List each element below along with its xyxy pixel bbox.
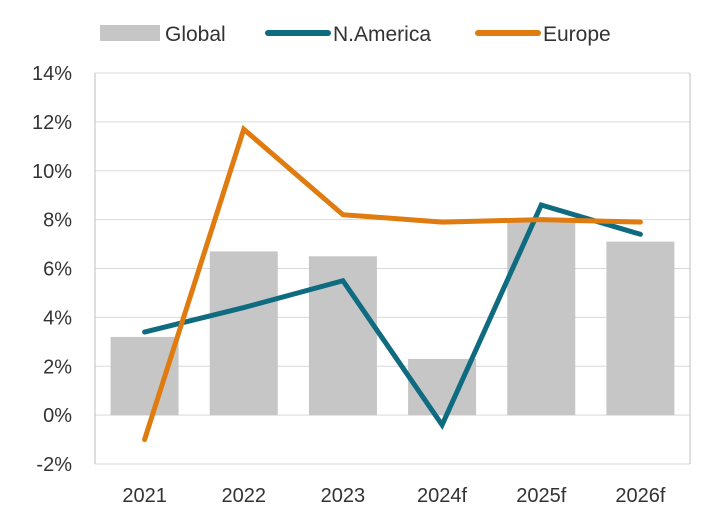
- legend-label-europe: Europe: [543, 23, 611, 46]
- y-tick-label: 6%: [43, 259, 72, 281]
- legend-label-n-america: N.America: [333, 23, 431, 46]
- bar-global-2025f: [507, 222, 576, 416]
- legend-label-global: Global: [165, 23, 226, 46]
- x-tick-label: 2026f: [615, 485, 665, 507]
- y-tick-label: 2%: [43, 356, 72, 378]
- y-tick-label: 14%: [32, 63, 72, 85]
- x-tick-label: 2022: [222, 485, 267, 507]
- line-series: [142, 124, 643, 443]
- line-europe: [142, 124, 643, 443]
- legend: Global N.America Europe: [100, 23, 611, 46]
- bar-global-2024f: [408, 358, 477, 416]
- y-tick-label: 0%: [43, 405, 72, 427]
- bar-global-2026f: [606, 241, 675, 416]
- gridlines: [95, 72, 690, 465]
- legend-swatch-global: [100, 25, 160, 41]
- x-tick-label: 2025f: [516, 485, 566, 507]
- y-tick-label: 10%: [32, 161, 72, 183]
- y-tick-label: -2%: [36, 454, 72, 476]
- x-tick-label: 2024f: [417, 485, 467, 507]
- y-tick-label: 12%: [32, 112, 72, 134]
- y-tick-label: 8%: [43, 210, 72, 232]
- y-axis: -2% 0% 2% 4% 6% 8% 10% 12% 14%: [32, 63, 691, 476]
- x-tick-label: 2021: [122, 485, 167, 507]
- x-tick-label: 2023: [321, 485, 366, 507]
- y-tick-label: 4%: [43, 307, 72, 329]
- bar-global-2022: [209, 251, 278, 416]
- bar-global-2021: [110, 336, 179, 416]
- x-axis: 2021 2022 2023 2024f 2025f 2026f: [122, 485, 666, 507]
- line-n-america: [142, 201, 643, 430]
